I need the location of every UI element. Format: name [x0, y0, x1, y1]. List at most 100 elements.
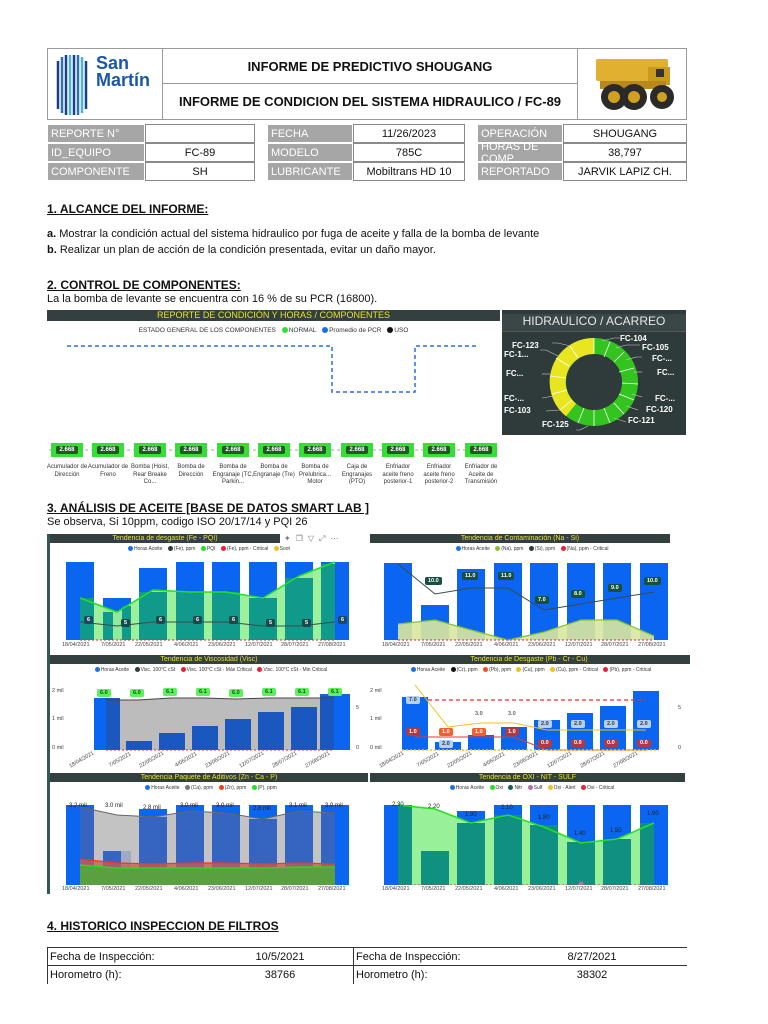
table-row: Horometro (h): 38766 Horometro (h): 3830…: [47, 966, 687, 984]
components-legend: ESTADO GENERAL DE LOS COMPONENTES NORMAL…: [138, 327, 409, 334]
component-badge[interactable]: 2.668: [258, 443, 290, 457]
chart-title: Tendencia de desgaste (Fe - PQI): [50, 534, 280, 543]
data-label: 7.0: [406, 696, 420, 704]
component-badge[interactable]: 2.668: [92, 443, 124, 457]
component-badge[interactable]: 2.668: [341, 443, 373, 457]
component-label: Acumulador de Freno: [87, 464, 129, 478]
logo-line1: San: [96, 53, 130, 73]
report-header: San Martín INFORME DE PREDICTIVO SHOUGAN…: [47, 48, 687, 120]
data-label: 2.8 mil: [253, 806, 271, 812]
horometer-value: 38766: [264, 969, 296, 981]
x-tick: 27/08/2021: [304, 750, 332, 770]
data-label: 6.1: [262, 688, 276, 696]
inspection-date-value: 8/27/2021: [567, 950, 617, 963]
label-componente: COMPONENTE: [47, 162, 145, 181]
copy-icon[interactable]: ❐: [295, 534, 308, 543]
report-subtitle: INFORME DE CONDICION DEL SISTEMA HIDRAUL…: [178, 94, 562, 109]
truck-image: [577, 49, 687, 119]
donut-chart[interactable]: [502, 310, 686, 435]
x-tick: 27/08/2021: [638, 886, 666, 892]
donut-label: FC-120: [646, 405, 673, 414]
data-label: 6.1: [295, 688, 309, 696]
value-reportado: JARVIK LAPIZ CH.: [563, 162, 687, 181]
x-tick: 28/07/2021: [601, 886, 629, 892]
x-tick: 12/07/2021: [245, 886, 273, 892]
expand-icon[interactable]: ⤢: [319, 534, 331, 543]
component-badge[interactable]: 2.668: [134, 443, 166, 457]
chart-na-si[interactable]: Tendencia de Contaminación (Na - Si) Hor…: [370, 534, 690, 652]
section3-title: 3. ANÁLISIS DE ACEITE [BASE DE DATOS SMA…: [47, 501, 370, 515]
data-label: 5: [302, 619, 312, 627]
data-label: 2.0: [439, 740, 453, 748]
component-badge[interactable]: 2.668: [423, 443, 455, 457]
y-tick: 2 mil: [370, 688, 382, 694]
data-label: 2.0: [571, 720, 585, 728]
x-tick: 12/07/2021: [546, 750, 574, 770]
filter-icon[interactable]: ▽: [307, 534, 320, 543]
chart-panel-border: [47, 534, 50, 894]
donut-title: HIDRAULICO / ACARREO: [502, 314, 686, 332]
data-label: 2.0: [637, 720, 651, 728]
chart-legend: Horas Aceite Visc. 100°C cSt Visc. 100°C…: [50, 667, 368, 674]
value-lubricante: Mobiltrans HD 10: [353, 162, 465, 181]
chart-legend: Horas Aceite (Ca), ppm (Zn), ppm (P), pp…: [50, 785, 368, 792]
x-tick: 4/06/2021: [174, 642, 199, 648]
section3-text: Se observa, Si 10ppm, codigo ISO 20/17/1…: [47, 516, 308, 528]
chart-pb-cr-cu[interactable]: Tendencia de Desgaste (Pb - Cr - Cu) Hor…: [368, 655, 690, 769]
data-label: 6.1: [328, 688, 342, 696]
component-label: Enfriador de Aceite de Transmisión: [464, 464, 498, 485]
component-badge[interactable]: 2.668: [382, 443, 414, 457]
donut-label: FC-103: [504, 406, 531, 415]
x-tick: 4/06/2021: [174, 886, 199, 892]
pin-icon[interactable]: ✦: [284, 534, 296, 543]
data-label: 3.0 mil: [105, 803, 123, 809]
x-tick: 7/05/2021: [416, 751, 441, 769]
component-badge[interactable]: 2.668: [299, 443, 331, 457]
donut-label: FC...: [657, 368, 675, 377]
component-badge[interactable]: 2.668: [217, 443, 249, 457]
component-label: Caja de Engranajes (PTO): [341, 464, 373, 485]
donut-label: FC-105: [642, 343, 669, 352]
x-tick: 12/07/2021: [565, 642, 593, 648]
x-tick: 27/08/2021: [318, 642, 346, 648]
data-label: 6.0: [229, 689, 243, 697]
more-icon[interactable]: ⋯: [330, 534, 344, 543]
donut-label: FC-1...: [504, 350, 529, 359]
chart-legend: Horas Aceite Oxi Nitr Sulf Oxi - Alert O…: [370, 785, 690, 792]
label-horas-comp: HORAS DE COMP: [477, 141, 563, 165]
x-tick: 12/07/2021: [565, 886, 593, 892]
chart-oxi-nit-sulf[interactable]: Tendencia de OXI - NIT - SULF Horas Acei…: [370, 773, 690, 895]
data-label: 1.0: [406, 728, 420, 736]
x-tick: 23/06/2021: [208, 642, 236, 648]
chart-legend: Horas Aceite (Na), ppm (Si), ppm (Na), p…: [370, 546, 690, 553]
x-tick: 4/06/2021: [494, 886, 519, 892]
donut-label: FC...: [506, 369, 524, 378]
data-label: 6: [84, 616, 94, 624]
data-label: 5: [266, 619, 276, 627]
data-label: 1.40: [574, 831, 586, 837]
horometer-label: Horometro (h):: [353, 966, 497, 984]
chart-title: Tendencia de OXI - NIT - SULF: [370, 773, 685, 782]
y-tick: 0: [678, 745, 682, 751]
chart-viscosity[interactable]: Tendencia de Viscosidad (Visc) Horas Ace…: [50, 655, 368, 769]
x-tick: 7/05/2021: [101, 642, 126, 648]
inspection-date-value: 10/5/2021: [255, 950, 305, 963]
donut-label: FC-...: [504, 394, 524, 403]
data-label: 2.0: [604, 720, 618, 728]
info-row: REPORTE N° FECHA 11/26/2023 OPERACIÓN SH…: [47, 124, 687, 143]
data-label: 1.90: [647, 811, 659, 817]
info-table: REPORTE N° FECHA 11/26/2023 OPERACIÓN SH…: [47, 124, 687, 181]
chart-fe-pqi[interactable]: Tendencia de desgaste (Fe - PQI) ✦❐▽⤢⋯ H…: [50, 534, 364, 652]
component-badge[interactable]: 2.668: [465, 443, 497, 457]
san-martin-logo: San Martín: [48, 49, 163, 119]
section1-item-b: b. Realizar un plan de acción de la cond…: [47, 244, 436, 256]
component-badge[interactable]: 2.668: [51, 443, 83, 457]
section2-text: La la bomba de levante se encuentra con …: [47, 293, 378, 305]
component-label: Acumulador de Dirección: [46, 464, 88, 478]
y-tick: 5: [678, 705, 682, 711]
chart-additives[interactable]: Tendencia Paquete de Aditivos (Zn - Ca -…: [50, 773, 368, 895]
x-tick: 12/07/2021: [238, 750, 266, 770]
component-badge[interactable]: 2.668: [175, 443, 207, 457]
label-reportado: REPORTADO: [477, 162, 563, 181]
x-tick: 28/07/2021: [579, 750, 607, 770]
